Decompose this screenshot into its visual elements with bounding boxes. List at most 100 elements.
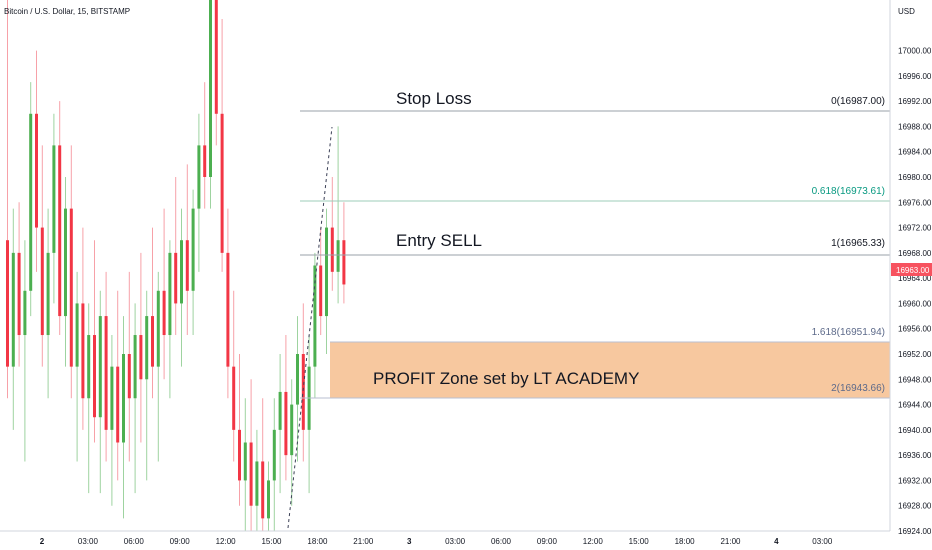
candle-body: [174, 252, 178, 304]
candle-body: [116, 366, 120, 443]
y-tick-label: 16924.00: [898, 527, 932, 536]
candle-body: [197, 145, 201, 209]
y-tick-label: 16992.00: [898, 97, 932, 106]
candle-body: [284, 391, 288, 456]
y-tick-label: 16976.00: [898, 198, 932, 207]
y-tick-label: 16972.00: [898, 224, 932, 233]
candle-body: [17, 252, 21, 336]
candle-body: [133, 335, 137, 399]
candle-body: [122, 354, 125, 443]
x-tick-label: 4: [774, 537, 779, 546]
x-tick-label: 21:00: [720, 537, 741, 546]
candle-body: [255, 461, 259, 506]
y-tick-label: 16964.00: [898, 274, 932, 283]
current-price-badge: [891, 263, 932, 276]
x-tick-label: 15:00: [629, 537, 650, 546]
candle-body: [203, 145, 207, 177]
x-tick-label: 15:00: [261, 537, 282, 546]
profit-zone: [330, 342, 890, 398]
y-tick-label: 16944.00: [898, 401, 932, 410]
x-tick-label: 06:00: [491, 537, 512, 546]
candle-body: [180, 240, 183, 304]
price-axis[interactable]: USD 17000.00 16996.00 16992.00 16988.00 1698…: [889, 0, 932, 536]
candle-body: [209, 0, 212, 177]
y-tick-label: 16960.00: [898, 299, 932, 308]
fib-label-2: 2(16943.66): [831, 383, 885, 394]
candle-body: [342, 240, 346, 285]
y-tick-label: 16988.00: [898, 122, 932, 131]
candle-body: [75, 303, 79, 367]
candle-body: [6, 240, 9, 367]
candle-body: [325, 227, 328, 317]
candle-body: [185, 240, 189, 291]
candle-body: [104, 316, 108, 430]
candle-body: [226, 252, 230, 367]
candle-body: [336, 240, 340, 272]
candle-body: [35, 113, 38, 228]
candle-body: [40, 227, 44, 336]
y-tick-label: 16932.00: [898, 476, 932, 485]
candle-body: [139, 335, 143, 380]
y-tick-label: 16984.00: [898, 148, 932, 157]
fib-overlay: 0(16987.00) 0.618(16973.61) 1(16965.33) …: [287, 89, 890, 529]
candle-body: [313, 265, 317, 367]
candle-body: [52, 145, 56, 253]
candle-body: [243, 442, 247, 481]
chart-title: Bitcoin / U.S. Dollar, 15, BITSTAMP: [4, 7, 130, 16]
annotation-entry-sell: Entry SELL: [396, 231, 482, 250]
y-tick-label: 16956.00: [898, 325, 932, 334]
candle-body: [301, 354, 305, 430]
annotation-profit-zone: PROFIT Zone set by LT ACADEMY: [373, 369, 639, 388]
candle-body: [58, 145, 62, 317]
x-tick-label: 06:00: [124, 537, 145, 546]
y-tick-label: 16936.00: [898, 451, 932, 460]
candle-body: [232, 366, 236, 430]
x-tick-label: 09:00: [537, 537, 558, 546]
y-tick-label: 16996.00: [898, 72, 932, 81]
candle-body: [296, 354, 299, 405]
y-tick-label: 16940.00: [898, 426, 932, 435]
x-tick-label: 03:00: [445, 537, 466, 546]
time-axis[interactable]: 2 03:00 06:00 09:00 12:00 15:00 18:00 21:00 3 03:…: [0, 530, 890, 546]
candle-body: [330, 227, 334, 272]
candle-body: [319, 265, 323, 317]
y-tick-label: 17000.00: [898, 47, 932, 56]
candle-body: [191, 208, 195, 291]
annotation-stop-loss: Stop Loss: [396, 89, 472, 108]
y-tick-label: 16952.00: [898, 350, 932, 359]
x-tick-label: 03:00: [78, 537, 99, 546]
candle-body: [93, 335, 96, 418]
candle-body: [87, 335, 91, 399]
candle-body: [23, 290, 27, 336]
fib-label-1618: 1.618(16951.94): [812, 327, 885, 338]
candle-body: [272, 429, 276, 481]
candle-body: [162, 290, 166, 336]
fib-label-0618: 0.618(16973.61): [812, 186, 885, 197]
candle-body: [110, 366, 114, 430]
candle-body: [249, 442, 253, 506]
candle-body: [46, 252, 50, 336]
current-price-label: 16963.00: [896, 266, 930, 275]
x-tick-label: 12:00: [583, 537, 604, 546]
x-tick-label: 18:00: [307, 537, 328, 546]
fib-label-0: 0(16987.00): [831, 96, 885, 107]
x-tick-label: 21:00: [353, 537, 374, 546]
candle-body: [214, 0, 218, 114]
fib-label-1: 1(16965.33): [831, 238, 885, 249]
candles-group: [6, 0, 346, 531]
trend-line: [287, 126, 333, 529]
candle-body: [81, 303, 85, 399]
y-tick-label: 16980.00: [898, 173, 932, 182]
candle-body: [98, 316, 102, 418]
candle-body: [64, 208, 67, 317]
candle-body: [267, 480, 270, 519]
x-tick-label: 12:00: [216, 537, 237, 546]
candle-body: [168, 252, 172, 336]
candle-body: [151, 316, 154, 367]
candle-body: [278, 391, 282, 430]
candle-body: [261, 461, 265, 519]
candle-body: [220, 113, 224, 253]
y-tick-label: 16968.00: [898, 249, 932, 258]
candle-body: [145, 316, 149, 380]
